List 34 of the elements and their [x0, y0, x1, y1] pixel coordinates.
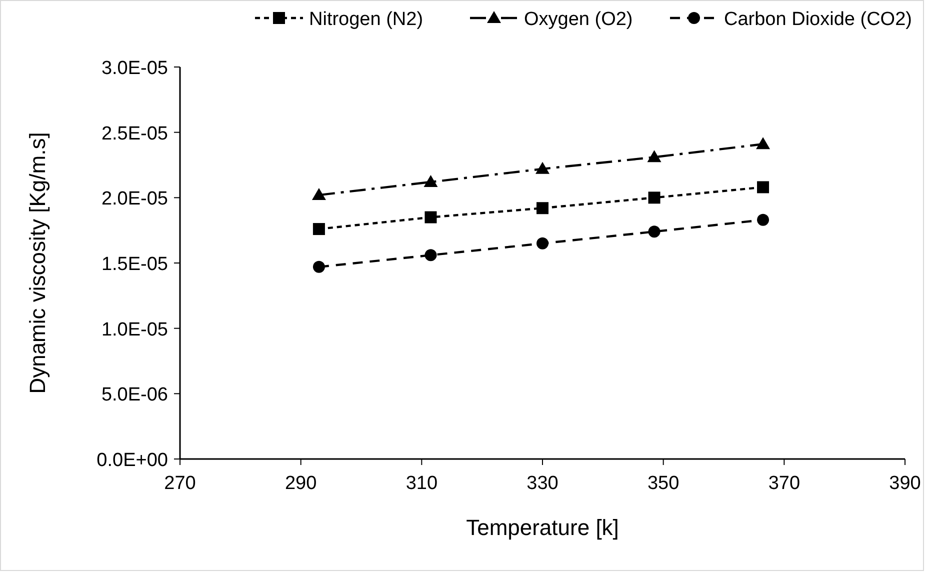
- point: [647, 150, 662, 162]
- x-tick-label: 310: [406, 473, 438, 494]
- point: [536, 202, 548, 214]
- point: [757, 181, 770, 194]
- x-tick-label: 370: [768, 473, 800, 494]
- point: [424, 174, 438, 187]
- x-tick-label: 330: [526, 473, 558, 494]
- point: [424, 211, 437, 224]
- legend-label: Oxygen (O2): [524, 9, 633, 30]
- x-tick-label: 350: [647, 473, 680, 494]
- y-tick-label: 1.0E-05: [101, 319, 168, 340]
- point: [424, 249, 437, 262]
- point: [312, 223, 325, 236]
- point: [536, 237, 548, 250]
- point: [536, 162, 550, 174]
- point: [312, 188, 326, 200]
- legend-label: Nitrogen (N2): [309, 9, 424, 30]
- x-axis-title: Temperature [k]: [466, 515, 619, 540]
- y-tick-label: 2.0E-05: [101, 188, 168, 210]
- y-tick-label: 3.0E-05: [101, 58, 168, 79]
- point: [757, 214, 770, 226]
- y-tick-label: 5.0E-06: [101, 384, 168, 406]
- y-tick-label: 0.0E+00: [96, 450, 168, 471]
- point: [756, 137, 770, 150]
- legend-label: Carbon Dioxide (CO2): [724, 9, 912, 30]
- x-tick-label: 390: [889, 473, 921, 494]
- point: [648, 192, 660, 204]
- point: [648, 226, 660, 238]
- y-tick-label: 1.5E-05: [101, 254, 168, 275]
- y-axis-title: Dynamic viscosity [Kg/m.s]: [25, 132, 50, 394]
- y-tick-label: 2.5E-05: [101, 123, 168, 144]
- x-tick-label: 290: [284, 473, 317, 494]
- x-tick-label: 270: [164, 473, 196, 494]
- point: [312, 260, 325, 273]
